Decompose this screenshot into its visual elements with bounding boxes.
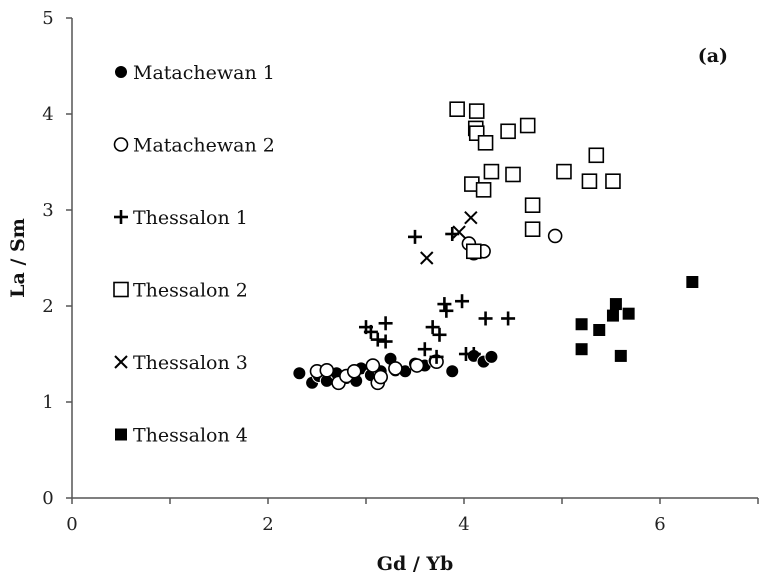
legend-item-matachewan-2: Matachewan 2 xyxy=(113,135,275,157)
data-points xyxy=(292,101,699,391)
data-point xyxy=(575,318,588,331)
data-point xyxy=(466,347,481,361)
data-point xyxy=(581,173,598,189)
y-tick-label: 1 xyxy=(42,392,53,413)
legend-item-matachewan-1: Matachewan 1 xyxy=(114,62,275,84)
data-point xyxy=(484,349,499,364)
data-point xyxy=(437,297,452,312)
y-axis-title: La / Sm xyxy=(7,218,29,298)
series-thessalon-3 xyxy=(420,210,478,265)
legend-marker xyxy=(114,65,128,79)
data-point xyxy=(622,307,635,320)
x-axis-title: Gd / Yb xyxy=(377,553,454,575)
data-point xyxy=(478,311,493,326)
data-point xyxy=(575,343,588,356)
data-point xyxy=(452,225,466,239)
y-ticks: 0 1 2 3 4 5 xyxy=(42,8,72,509)
data-point xyxy=(593,324,606,336)
legend-label: Matachewan 2 xyxy=(133,135,275,157)
data-point xyxy=(483,163,500,180)
data-point xyxy=(519,117,536,134)
legend: Matachewan 1 Matachewan 2 Thessalon 1 Thess… xyxy=(113,62,275,447)
data-point xyxy=(455,294,470,309)
data-point xyxy=(475,182,492,198)
data-point xyxy=(547,228,563,244)
data-point xyxy=(365,358,381,373)
y-tick-label: 4 xyxy=(42,104,53,125)
data-point xyxy=(370,332,385,347)
series-thessalon-4 xyxy=(575,276,699,362)
data-point xyxy=(429,349,444,364)
legend-marker xyxy=(114,210,128,224)
legend-label: Matachewan 1 xyxy=(133,62,275,84)
data-point xyxy=(605,173,621,189)
data-point xyxy=(614,349,627,362)
cross-b xyxy=(464,210,478,225)
y-tick-label: 2 xyxy=(42,296,53,317)
data-point xyxy=(292,366,307,381)
data-point xyxy=(505,166,521,183)
legend-label: Thessalon 2 xyxy=(133,280,248,302)
legend-label: Thessalon 1 xyxy=(133,207,248,229)
x-tick-label: 2 xyxy=(262,514,273,535)
data-point xyxy=(346,363,362,379)
data-point xyxy=(588,147,605,164)
cross-b xyxy=(452,225,466,239)
data-point xyxy=(465,243,482,260)
data-point xyxy=(373,369,389,385)
cross-b xyxy=(114,355,128,369)
series-thessalon-1 xyxy=(359,227,516,364)
data-point xyxy=(378,334,393,349)
data-point xyxy=(464,210,478,225)
legend-marker xyxy=(114,355,128,369)
data-point xyxy=(319,363,335,378)
legend-marker xyxy=(113,137,129,152)
x-ticks: 0 2 4 6 xyxy=(66,498,759,535)
data-point xyxy=(606,309,619,322)
data-point xyxy=(432,327,447,342)
legend-label: Thessalon 3 xyxy=(133,352,248,374)
axes: 0 2 4 6 0 1 2 3 4 5 xyxy=(42,8,759,535)
panel-label: (a) xyxy=(698,45,728,67)
data-point xyxy=(556,163,572,180)
data-point xyxy=(686,276,699,288)
legend-label: Thessalon 4 xyxy=(133,425,248,447)
legend-item-thessalon-3: Thessalon 3 xyxy=(114,352,248,374)
data-point xyxy=(417,342,432,357)
x-tick-label: 0 xyxy=(66,514,77,535)
data-point xyxy=(524,221,541,237)
legend-item-thessalon-1: Thessalon 1 xyxy=(114,207,248,229)
data-point xyxy=(408,229,422,244)
data-point xyxy=(500,123,516,140)
legend-item-thessalon-2: Thessalon 2 xyxy=(113,280,248,302)
data-point xyxy=(378,316,393,331)
data-point xyxy=(388,361,403,376)
data-point xyxy=(439,303,454,318)
data-point xyxy=(445,364,460,379)
series-thessalon-2 xyxy=(449,101,621,260)
legend-item-thessalon-4: Thessalon 4 xyxy=(115,425,248,447)
cross-b xyxy=(420,251,434,265)
legend-marker xyxy=(113,281,129,298)
data-point xyxy=(449,101,465,117)
data-point xyxy=(420,251,434,265)
data-point xyxy=(524,197,541,213)
x-tick-label: 6 xyxy=(654,514,665,535)
data-point xyxy=(409,358,425,373)
x-tick-label: 4 xyxy=(458,514,469,535)
data-point xyxy=(609,298,622,311)
data-point xyxy=(477,135,494,151)
legend-marker xyxy=(115,428,127,441)
series-matachewan-2 xyxy=(309,228,563,391)
y-tick-label: 0 xyxy=(42,488,53,509)
y-tick-label: 3 xyxy=(42,200,53,221)
data-point xyxy=(501,311,516,326)
data-point xyxy=(468,103,485,119)
data-point xyxy=(363,324,378,339)
y-tick-label: 5 xyxy=(42,8,53,29)
data-point xyxy=(425,320,440,335)
